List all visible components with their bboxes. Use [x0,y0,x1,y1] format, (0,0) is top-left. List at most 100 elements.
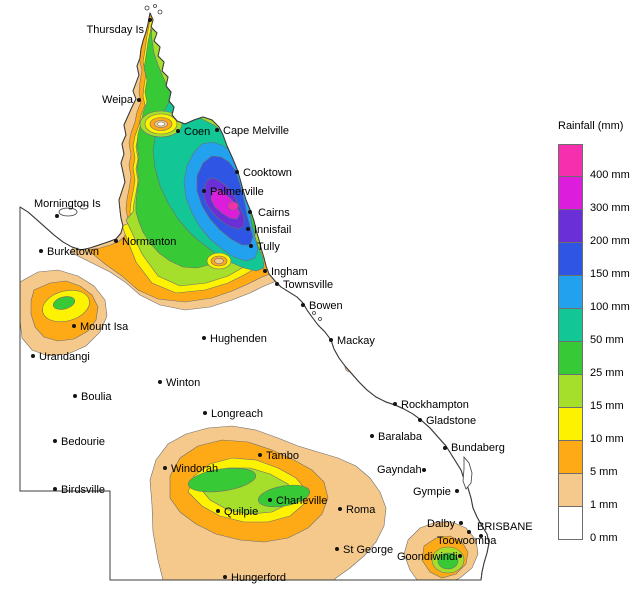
legend-swatch-100mm [558,276,583,309]
contour-25mm-west [52,296,76,310]
legend-label-400mm: 400 mm [590,169,630,181]
legend-label-25mm: 25 mm [590,367,624,379]
town-label-weipa: Weipa [102,94,134,106]
town-label-cairns: Cairns [258,207,290,219]
town-dot-hughenden [202,336,206,340]
legend-entry-50mm: 50 mm [558,309,640,346]
contour-25mm-south-a [187,467,257,493]
legend-swatch-50mm [558,309,583,342]
town-dot-dalby [459,521,463,525]
town-label-tambo: Tambo [266,450,299,462]
legend-entry-25mm: 25 mm [558,342,640,379]
town-label-winton: Winton [166,377,200,389]
town-label-urandangi: Urandangi [39,351,90,363]
town-dot-tully [249,244,253,248]
town-dot-ingham [263,269,267,273]
town-dot-rockhampton [393,402,397,406]
town-label-birdsville: Birdsville [61,484,105,496]
town-dot-palmerville [202,189,206,193]
legend-entries: 400 mm 300 mm 200 mm 150 mm 100 mm 50 mm 25 mm… [558,144,640,544]
town-dot-weipa [137,98,141,102]
towns-layer: Thursday Is Weipa Coen Cape Melville Cooktow… [31,18,533,584]
legend-label-100mm: 100 mm [590,301,630,313]
legend-swatch-15mm [558,375,583,408]
town-label-bowen: Bowen [309,300,343,312]
legend-entry-15mm: 15 mm [558,375,640,412]
town-label-toowoomba: Toowoomba [437,535,497,547]
town-dot-innisfail [246,227,250,231]
town-dot-roma [338,507,342,511]
town-label-goondiwindi: Goondiwindi [397,551,458,563]
island-torres-a [144,5,150,11]
town-dot-bowen [301,303,305,307]
town-dot-townsville [275,282,279,286]
town-label-innisfail: Innisfail [254,224,291,236]
town-label-palmerville: Palmerville [210,186,264,198]
island-fraser [462,455,473,490]
town-label-bundaberg: Bundaberg [451,442,505,454]
town-label-windorah: Windorah [171,463,218,475]
legend-swatch-300mm [558,177,583,210]
town-label-baralaba: Baralaba [378,431,423,443]
legend-label-1mm: 1 mm [590,499,618,511]
island-torres-c [157,9,163,15]
town-label-ingham: Ingham [271,266,308,278]
town-dot-urandangi [31,354,35,358]
legend-entry-400mm: 400 mm [558,144,640,181]
town-label-st-george: St George [343,544,393,556]
town-label-mackay: Mackay [337,335,375,347]
town-dot-birdsville [53,487,57,491]
town-dot-normanton [114,239,118,243]
town-dot-cairns [248,210,252,214]
legend-entry-10mm: 10 mm [558,408,640,445]
town-label-longreach: Longreach [211,408,263,420]
town-label-rockhampton: Rockhampton [401,399,469,411]
legend-label-5mm: 5 mm [590,466,618,478]
island-whitsunday-a [312,311,316,315]
contour-5mm-mackay-a [341,349,349,357]
legend-swatch-1mm [558,474,583,507]
town-label-cape-melville: Cape Melville [223,125,289,137]
town-dot-mackay [329,338,333,342]
contour-1mm-mackay-a [338,346,352,360]
town-dot-burketown [39,249,43,253]
legend-swatch-400mm [558,144,583,177]
ring-ingham-1mm [214,257,224,265]
legend-swatch-200mm [558,210,583,243]
town-label-boulia: Boulia [81,391,112,403]
legend-swatch-0mm [558,507,583,540]
town-dot-winton [158,380,162,384]
town-dot-longreach [203,411,207,415]
town-label-hughenden: Hughenden [210,333,267,345]
town-dot-boulia [73,394,77,398]
town-dot-bedourie [53,439,57,443]
ring-coen-0mm [157,121,165,127]
town-dot-mornington-is [55,214,59,218]
island-mornington [58,207,78,217]
town-dot-tambo [258,453,262,457]
legend-label-10mm: 10 mm [590,433,624,445]
town-label-cooktown: Cooktown [243,167,292,179]
town-label-quilpie: Quilpie [224,506,258,518]
island-mornington-small [79,204,89,210]
town-label-thursday-is: Thursday Is [87,24,145,36]
contour-300mm-north [210,188,241,220]
town-dot-baralaba [370,434,374,438]
town-label-brisbane: BRISBANE [477,521,533,533]
town-dot-windorah [163,466,167,470]
town-label-tully: Tully [257,241,280,253]
island-torres-b [153,4,157,8]
town-label-bedourie: Bedourie [61,436,105,448]
legend-swatch-10mm [558,408,583,441]
legend-entry-1mm: 1 mm [558,474,640,511]
legend-entry-5mm: 5 mm [558,441,640,478]
town-label-coen: Coen [184,126,210,138]
coastline [19,12,490,581]
legend-swatch-25mm [558,342,583,375]
town-label-burketown: Burketown [47,246,99,258]
town-label-mount-isa: Mount Isa [80,321,129,333]
town-dot-gayndah [422,468,426,472]
town-dot-gladstone [418,418,422,422]
town-label-townsville: Townsville [283,279,333,291]
